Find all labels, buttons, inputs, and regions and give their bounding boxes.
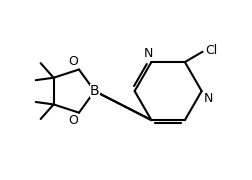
Text: N: N	[144, 47, 153, 60]
Text: N: N	[204, 92, 214, 105]
Text: Cl: Cl	[205, 44, 217, 57]
Text: O: O	[68, 114, 78, 127]
Text: B: B	[90, 84, 100, 98]
Text: O: O	[68, 55, 78, 68]
